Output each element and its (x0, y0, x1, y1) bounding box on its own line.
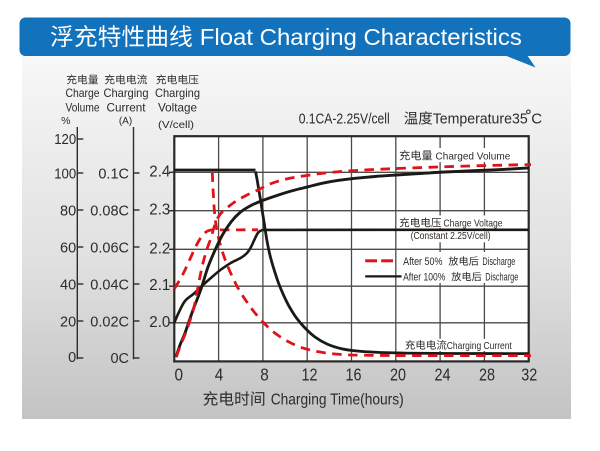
svg-text:100: 100 (54, 167, 76, 183)
svg-text:Charging: Charging (155, 86, 200, 100)
svg-text:Discharge: Discharge (482, 256, 515, 268)
svg-text:12: 12 (302, 365, 318, 385)
svg-text:40: 40 (60, 278, 76, 294)
svg-text:0.1C: 0.1C (98, 167, 129, 183)
svg-text:Charging Current: Charging Current (447, 340, 512, 352)
svg-text:0: 0 (68, 350, 76, 366)
svg-text:2.4: 2.4 (149, 163, 170, 180)
svg-text:4: 4 (215, 365, 224, 385)
svg-text:%: % (61, 115, 70, 127)
svg-text:8: 8 (260, 365, 269, 385)
svg-text:80: 80 (60, 204, 76, 220)
svg-text:0.06C: 0.06C (90, 241, 129, 257)
svg-text:120: 120 (54, 132, 76, 148)
svg-text:0.1CA-2.25V/cell: 0.1CA-2.25V/cell (299, 111, 390, 128)
svg-text:Volume: Volume (66, 101, 100, 115)
svg-text:2.1: 2.1 (149, 277, 170, 294)
svg-text:2.0: 2.0 (149, 314, 170, 331)
svg-text:(V/cell): (V/cell) (158, 119, 194, 131)
svg-text:Current: Current (107, 101, 147, 115)
svg-text:0: 0 (175, 365, 184, 385)
svg-text:Charge Voltage: Charge Voltage (444, 217, 503, 229)
svg-text:C: C (531, 111, 542, 128)
svg-text:Charged Volume: Charged Volume (436, 150, 511, 162)
svg-text:0.02C: 0.02C (90, 315, 129, 331)
svg-text:60: 60 (60, 241, 76, 257)
svg-text:0.04C: 0.04C (90, 278, 129, 294)
svg-text:16: 16 (346, 365, 362, 385)
svg-text:0C: 0C (110, 351, 129, 367)
svg-text:Discharge: Discharge (485, 271, 518, 283)
svg-text:0.08C: 0.08C (90, 204, 129, 220)
svg-text:Charge: Charge (66, 86, 100, 100)
svg-text:24: 24 (435, 365, 451, 385)
svg-text:28: 28 (479, 365, 495, 385)
svg-text:2.3: 2.3 (149, 202, 170, 219)
svg-text:(Constant 2.25V/cell): (Constant 2.25V/cell) (411, 231, 491, 242)
svg-text:Voltage: Voltage (158, 101, 197, 115)
svg-text:Float Charging Characteristics: Float Charging Characteristics (200, 24, 522, 50)
svg-text:(A): (A) (119, 116, 132, 127)
svg-text:Temperature35: Temperature35 (433, 111, 528, 128)
svg-text:2.2: 2.2 (149, 240, 170, 257)
svg-text:Charging: Charging (104, 86, 149, 100)
svg-text:Charging Time(hours): Charging Time(hours) (271, 392, 404, 409)
svg-text:After 100%: After 100% (403, 271, 445, 283)
svg-text:20: 20 (60, 315, 76, 331)
svg-text:After 50%: After 50% (403, 256, 443, 268)
svg-text:32: 32 (521, 365, 537, 385)
svg-text:20: 20 (390, 365, 406, 385)
